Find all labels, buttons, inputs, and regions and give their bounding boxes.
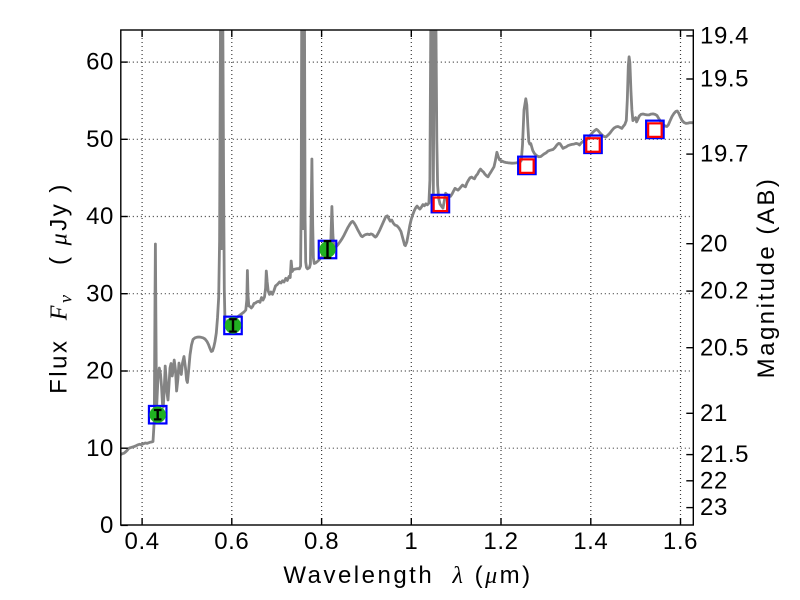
svg-text:Magnitude (AB): Magnitude (AB) — [753, 177, 780, 379]
svg-text:20: 20 — [700, 230, 728, 257]
svg-text:20: 20 — [86, 358, 114, 385]
svg-text:1.4: 1.4 — [573, 528, 608, 555]
svg-text:Flux Fν ( μJy ): Flux Fν ( μJy ) — [46, 182, 76, 394]
svg-text:10: 10 — [86, 435, 114, 462]
svg-text:1: 1 — [404, 528, 418, 555]
svg-text:1.2: 1.2 — [483, 528, 518, 555]
svg-text:22: 22 — [700, 467, 728, 494]
svg-text:0.8: 0.8 — [304, 528, 339, 555]
svg-text:50: 50 — [86, 126, 114, 153]
svg-text:1.6: 1.6 — [663, 528, 698, 555]
svg-text:40: 40 — [86, 203, 114, 230]
svg-text:21.5: 21.5 — [700, 441, 749, 468]
svg-text:60: 60 — [86, 49, 114, 76]
svg-text:0.6: 0.6 — [214, 528, 249, 555]
svg-text:30: 30 — [86, 280, 114, 307]
svg-text:21: 21 — [700, 400, 728, 427]
svg-text:20.5: 20.5 — [700, 334, 749, 361]
svg-text:20.2: 20.2 — [700, 278, 749, 305]
svg-text:19.5: 19.5 — [700, 66, 749, 93]
svg-text:19.4: 19.4 — [700, 23, 749, 50]
svg-text:0.4: 0.4 — [125, 528, 160, 555]
svg-text:19.7: 19.7 — [700, 141, 749, 168]
svg-text:Wavelength λ (μm): Wavelength λ (μm) — [283, 562, 532, 589]
svg-text:23: 23 — [700, 494, 728, 521]
svg-text:0: 0 — [100, 512, 114, 539]
